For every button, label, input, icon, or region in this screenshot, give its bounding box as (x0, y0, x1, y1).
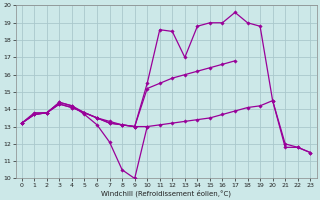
X-axis label: Windchill (Refroidissement éolien,°C): Windchill (Refroidissement éolien,°C) (101, 189, 231, 197)
